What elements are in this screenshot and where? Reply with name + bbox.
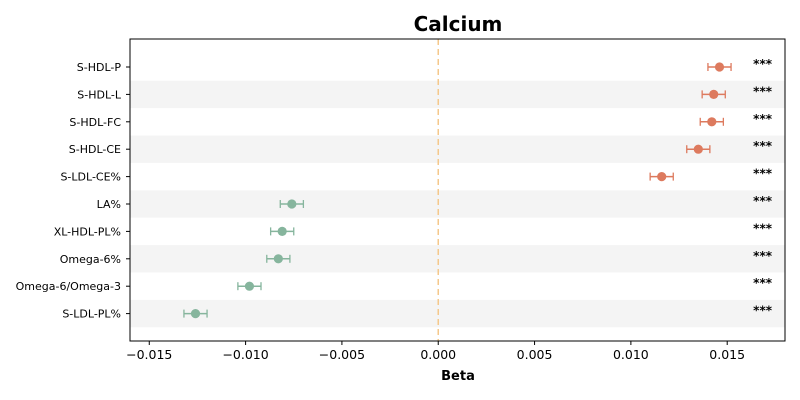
point-estimate bbox=[277, 226, 287, 236]
x-tick-label: 0.015 bbox=[709, 347, 745, 362]
row-band bbox=[130, 245, 785, 273]
y-tick-label: S-LDL-PL% bbox=[62, 308, 121, 321]
row-5: *** bbox=[279, 194, 773, 209]
row-8: *** bbox=[237, 276, 773, 291]
row-7: *** bbox=[266, 249, 773, 264]
significance-label: *** bbox=[753, 84, 773, 98]
x-tick-label: 0.000 bbox=[420, 347, 456, 362]
x-tick-label: −0.010 bbox=[222, 347, 268, 362]
row-2: *** bbox=[699, 112, 773, 127]
point-estimate bbox=[714, 62, 725, 72]
point-estimate bbox=[244, 281, 255, 291]
plot-frame bbox=[129, 38, 786, 342]
y-tick-label: LA% bbox=[97, 198, 121, 211]
x-axis: −0.015 −0.010 −0.005 0.000 0.005 0.010 0.015 bbox=[126, 341, 745, 362]
row-4: *** bbox=[649, 167, 773, 182]
significance-label: *** bbox=[753, 167, 773, 181]
significance-label: *** bbox=[753, 304, 773, 318]
row-1: *** bbox=[701, 84, 773, 99]
y-tick-label: S-LDL-CE% bbox=[60, 171, 121, 184]
y-tick-label: Omega-6% bbox=[60, 253, 121, 266]
significance-label: *** bbox=[753, 112, 773, 126]
significance-label: *** bbox=[753, 249, 773, 263]
point-estimate bbox=[709, 89, 719, 99]
point-estimate bbox=[190, 309, 201, 319]
point-estimate bbox=[657, 172, 667, 182]
point-estimate bbox=[693, 144, 703, 154]
significance-label: *** bbox=[753, 57, 773, 71]
row-9: *** bbox=[183, 304, 773, 319]
significance-label: *** bbox=[753, 276, 773, 290]
row-6: *** bbox=[269, 221, 773, 236]
point-estimate bbox=[287, 199, 297, 209]
row-bands bbox=[130, 80, 785, 328]
row-band bbox=[130, 299, 785, 328]
row-3: *** bbox=[686, 139, 773, 154]
significance-label: *** bbox=[753, 221, 773, 235]
row-band bbox=[130, 135, 785, 163]
significance-label: *** bbox=[753, 139, 773, 153]
x-axis-label: Beta bbox=[441, 369, 475, 384]
y-tick-label: S-HDL-CE bbox=[69, 143, 121, 156]
row-band bbox=[130, 80, 785, 109]
x-tick-label: −0.005 bbox=[319, 347, 365, 362]
y-tick-label: XL-HDL-PL% bbox=[54, 225, 121, 238]
y-tick-label: S-HDL-P bbox=[77, 61, 122, 74]
y-tick-label: S-HDL-L bbox=[77, 88, 122, 101]
row-band bbox=[130, 190, 785, 218]
significance-label: *** bbox=[753, 194, 773, 208]
y-axis-labels: S-HDL-P S-HDL-L S-HDL-FC S-HDL-CE S-LDL-CE% L… bbox=[16, 61, 130, 321]
row-0: *** bbox=[707, 57, 773, 72]
point-estimate bbox=[273, 254, 283, 264]
x-tick-label: 0.010 bbox=[613, 347, 649, 362]
x-tick-label: −0.015 bbox=[126, 347, 172, 362]
point-estimate bbox=[707, 117, 717, 127]
chart-title: Calcium bbox=[414, 12, 503, 36]
y-tick-label: Omega-6/Omega-3 bbox=[16, 280, 121, 293]
x-tick-label: 0.005 bbox=[517, 347, 553, 362]
data-marks: *** *** *** *** *** *** *** *** *** *** bbox=[183, 57, 773, 319]
y-tick-label: S-HDL-FC bbox=[69, 116, 121, 129]
